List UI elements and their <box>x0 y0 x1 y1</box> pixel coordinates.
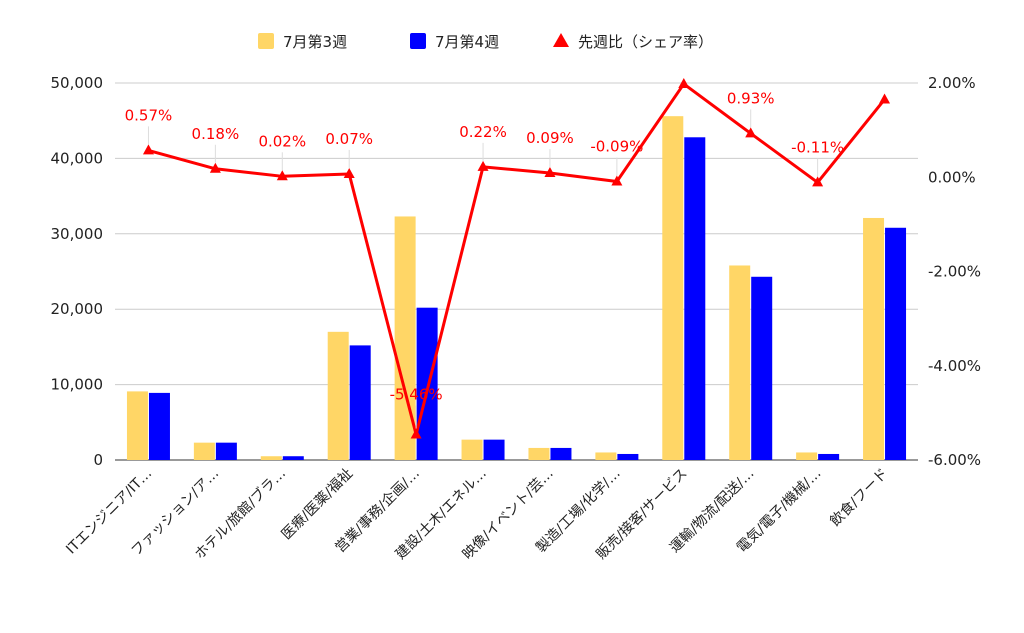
line-point <box>745 127 757 138</box>
bar <box>818 453 840 460</box>
data-labels: 0.57% 0.18% 0.02% 0.07% -5.46% 0.22% 0.09% -0.0… <box>125 89 844 429</box>
legend: 7月第3週 7月第4週 先週比（シェア率） <box>258 33 713 51</box>
category-label: 医療/医薬/福祉 <box>278 465 356 543</box>
line-point <box>879 93 891 104</box>
bar <box>729 265 751 460</box>
line-point <box>209 162 221 173</box>
left-tick-label: 40,000 <box>51 149 104 167</box>
bar <box>327 331 349 460</box>
bar <box>282 456 304 460</box>
bar <box>796 452 818 460</box>
right-tick-label: -4.00% <box>928 357 981 375</box>
bar <box>595 452 617 460</box>
bar <box>751 276 773 460</box>
data-label: 0.07% <box>325 130 373 148</box>
data-label: 0.09% <box>526 129 574 147</box>
right-tick-label: -6.00% <box>928 451 981 469</box>
legend-label: 7月第3週 <box>283 33 347 51</box>
bar <box>483 439 505 460</box>
line-point <box>343 167 355 178</box>
line-series <box>142 77 891 439</box>
bar <box>528 447 550 460</box>
left-tick-label: 30,000 <box>51 225 104 243</box>
line-point <box>276 170 288 181</box>
data-label: 0.02% <box>258 132 306 150</box>
legend-label: 先週比（シェア率） <box>578 33 713 51</box>
bar <box>193 442 215 460</box>
left-y-axis: 0 10,000 20,000 30,000 40,000 50,000 <box>51 74 104 469</box>
line-point <box>477 160 489 171</box>
bar <box>349 345 371 460</box>
bar <box>617 453 639 460</box>
data-label: 0.22% <box>459 123 507 141</box>
line-point <box>812 176 824 187</box>
right-tick-label: -2.00% <box>928 263 981 281</box>
data-label: -0.09% <box>590 137 643 155</box>
bar <box>215 442 237 460</box>
bar <box>863 217 885 460</box>
x-axis: ITエンジニア/IT…ファッション/ア…ホテル/旅館/ブラ…医療/医薬/福祉営業… <box>63 465 891 563</box>
left-tick-label: 0 <box>93 451 103 469</box>
legend-swatch <box>553 33 569 47</box>
line-point <box>142 144 154 155</box>
data-label: 0.93% <box>727 89 775 107</box>
legend-swatch <box>410 33 426 49</box>
legend-swatch <box>258 33 274 49</box>
line-path <box>148 82 886 437</box>
bar <box>662 116 684 461</box>
right-tick-label: 2.00% <box>928 74 976 92</box>
bar <box>148 392 170 460</box>
right-tick-label: 0.00% <box>928 168 976 186</box>
left-tick-label: 10,000 <box>51 376 104 394</box>
data-label: 0.18% <box>192 125 240 143</box>
bar-series <box>126 116 907 461</box>
line-point <box>611 175 623 186</box>
legend-label: 7月第4週 <box>435 33 499 51</box>
gridlines <box>115 82 918 461</box>
data-label: -5.46% <box>390 386 443 404</box>
left-tick-label: 20,000 <box>51 300 104 318</box>
left-tick-label: 50,000 <box>51 74 104 92</box>
bar <box>394 216 416 460</box>
line-point <box>544 167 556 178</box>
line-point <box>410 428 422 439</box>
bar <box>126 391 148 460</box>
data-label: -0.11% <box>791 138 844 156</box>
bar <box>260 456 282 460</box>
bar <box>684 137 706 460</box>
bar <box>550 447 572 460</box>
category-label: 飲食/フード <box>827 465 892 530</box>
right-y-axis: -6.00% -4.00% -2.00% 0.00% 2.00% <box>928 74 981 469</box>
bar <box>885 227 907 460</box>
line-point <box>678 77 690 88</box>
bar <box>461 439 483 460</box>
data-label: 0.57% <box>125 106 173 124</box>
bar <box>416 307 438 460</box>
